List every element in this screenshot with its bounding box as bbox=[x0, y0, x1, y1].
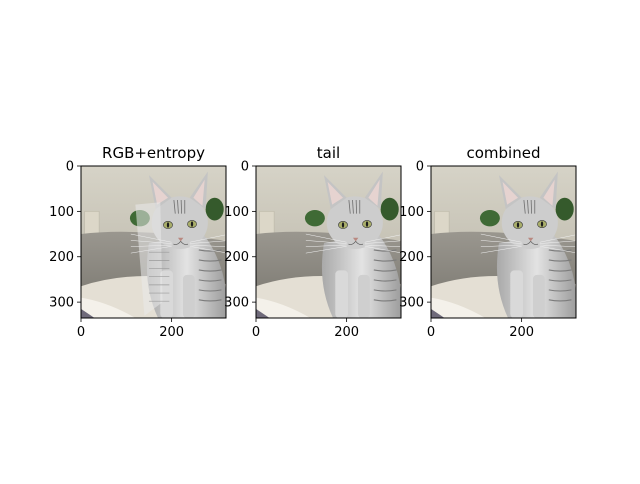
y-tick-label: 200 bbox=[224, 250, 249, 265]
x-tick-label: 0 bbox=[77, 325, 85, 340]
cat-pupil-left bbox=[517, 222, 519, 227]
plant-leaves bbox=[305, 210, 325, 226]
y-tick-label: 100 bbox=[399, 205, 424, 220]
subplot-image bbox=[81, 166, 227, 318]
y-tick-label: 300 bbox=[224, 296, 249, 311]
y-tick-label: 200 bbox=[49, 250, 74, 265]
cat-leg-left bbox=[335, 270, 348, 318]
subplot-2: 0 200 0 100 200 300 tail bbox=[224, 144, 401, 340]
subplot-title: combined bbox=[467, 144, 541, 162]
y-tick-label: 200 bbox=[399, 250, 424, 265]
cat-pupil-left bbox=[342, 222, 344, 227]
y-tick-label: 100 bbox=[224, 205, 249, 220]
y-tick-label: 300 bbox=[49, 296, 74, 311]
cat-leg-right bbox=[358, 275, 370, 318]
y-tick-label: 0 bbox=[241, 160, 249, 175]
cat-pupil-left bbox=[167, 222, 169, 227]
cat-leg-right bbox=[183, 275, 195, 318]
subplot-image bbox=[256, 166, 402, 318]
x-tick-label: 200 bbox=[334, 325, 359, 340]
cat-pupil-right bbox=[191, 221, 193, 226]
x-tick-label: 0 bbox=[252, 325, 260, 340]
cat-pupil-right bbox=[541, 221, 543, 226]
x-tick-label: 0 bbox=[427, 325, 435, 340]
y-tick-label: 0 bbox=[416, 160, 424, 175]
subplot-title: tail bbox=[317, 144, 340, 162]
y-tick-label: 300 bbox=[399, 296, 424, 311]
cat-leg-left bbox=[510, 270, 523, 318]
plant-leaves bbox=[480, 210, 500, 226]
x-tick-label: 200 bbox=[159, 325, 184, 340]
subplot-image bbox=[431, 166, 577, 318]
plant-leaves-right bbox=[381, 198, 399, 221]
cat-pupil-right bbox=[366, 221, 368, 226]
subplot-title: RGB+entropy bbox=[102, 144, 205, 162]
subplot-3: 0 200 0 100 200 300 combined bbox=[399, 144, 576, 340]
x-tick-label: 200 bbox=[509, 325, 534, 340]
y-tick-label: 0 bbox=[66, 160, 74, 175]
y-tick-label: 100 bbox=[49, 205, 74, 220]
plant-leaves-right bbox=[206, 198, 224, 221]
plant-leaves-right bbox=[556, 198, 574, 221]
subplot-1: 0 200 0 100 200 300 RGB+entropy bbox=[49, 144, 226, 340]
cat-leg-right bbox=[533, 275, 545, 318]
